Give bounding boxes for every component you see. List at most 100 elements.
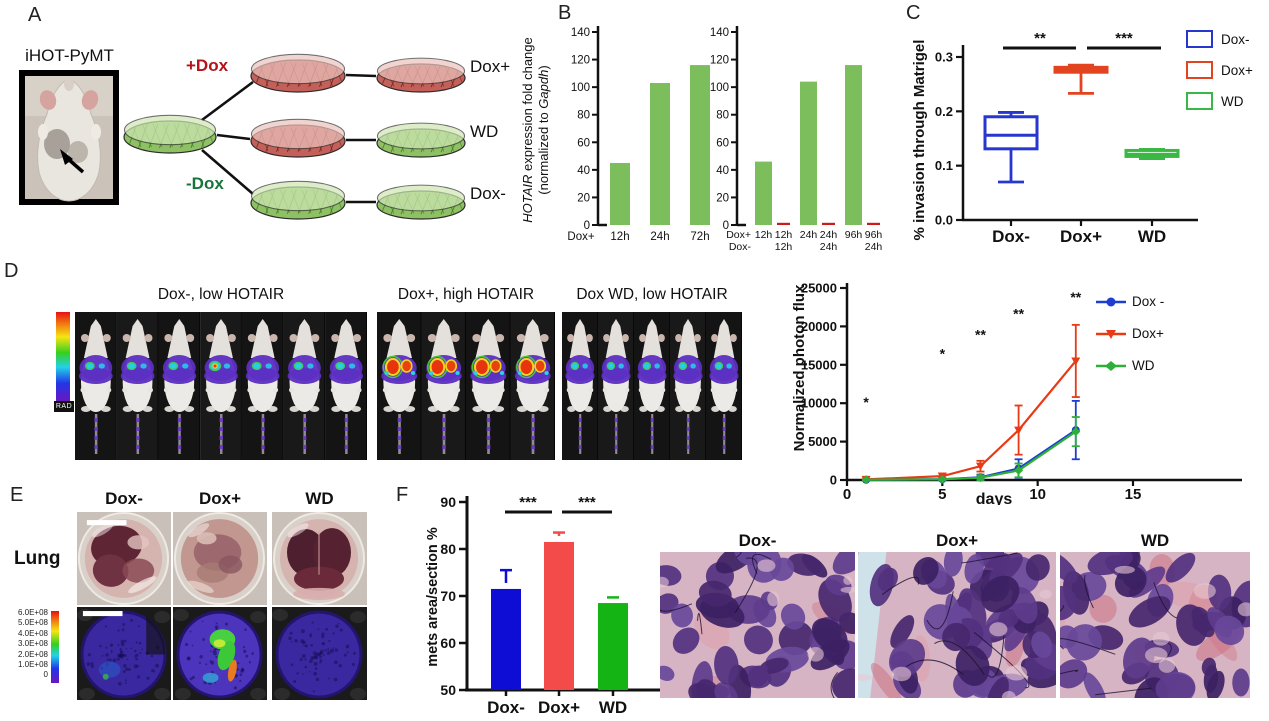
legend-item: Dox- [1186,30,1253,48]
histology-dox-plus [858,552,1056,698]
svg-text:***: *** [1115,30,1133,47]
hist-col-wd: WD [1140,531,1170,550]
panel-f-label: F [396,484,409,506]
svg-text:10000: 10000 [801,396,837,411]
svg-text:60: 60 [577,137,590,149]
mice-group2-title: Dox+, high HOTAIR [397,286,535,303]
plus-dox-label: +Dox [186,56,229,75]
svg-text:10: 10 [1029,486,1046,503]
svg-text:days: days [976,491,1013,505]
legend-label: Dox- [1221,31,1250,47]
luminescence-scale-values: 6.0E+08 5.0E+08 4.0E+08 3.0E+08 2.0E+08 1.0E+… [2,608,48,681]
svg-text:Dox-: Dox- [729,241,752,253]
legend-label: Dox+ [1221,62,1253,78]
panel-e-label: E [10,484,24,506]
svg-text:96h: 96h [865,229,883,241]
radiance-colorbar-label: RAD [54,401,74,412]
legend-label: WD [1221,93,1244,109]
legend-marker [1096,360,1126,371]
legend-item: Dox - [1096,294,1164,309]
histology-wd [1060,552,1250,698]
svg-text:25000: 25000 [801,281,837,296]
scale-value: 1.0E+08 [17,660,48,670]
svg-text:12h: 12h [775,229,793,241]
scale-value: 4.0E+08 [17,628,48,638]
dish-diagram [123,53,466,220]
svg-text:*: * [940,346,946,362]
svg-text:60: 60 [440,635,456,651]
svg-text:72h: 72h [690,231,709,243]
svg-text:Dox+: Dox+ [538,698,580,717]
legend-swatch [1186,61,1213,79]
svg-text:***: *** [519,494,537,511]
svg-text:60: 60 [716,137,729,149]
svg-text:WD: WD [599,698,627,717]
svg-text:0.1: 0.1 [935,158,953,173]
svg-text:Dox+: Dox+ [567,231,594,243]
lung-photo-dox-minus [77,512,171,605]
svg-text:40: 40 [577,165,590,177]
lung-luminescence-wd [272,607,367,700]
panel-b-label: B [558,2,572,24]
panel-d-label: D [4,260,19,282]
svg-text:**: ** [1013,306,1024,322]
svg-text:24h: 24h [820,241,838,253]
svg-text:0: 0 [843,486,851,503]
svg-text:5: 5 [938,486,946,503]
svg-text:40: 40 [716,165,729,177]
lung-col-dox-minus: Dox- [105,489,143,508]
svg-text:12h: 12h [755,229,773,241]
svg-text:0: 0 [830,473,837,488]
svg-text:*: * [863,394,869,410]
svg-text:5000: 5000 [808,434,837,449]
svg-text:96h: 96h [845,229,863,241]
svg-text:12h: 12h [610,231,629,243]
legend-item: Dox+ [1096,326,1164,341]
legend-swatch [1186,92,1213,110]
luminescence-scale-bar [51,611,59,683]
svg-text:20: 20 [716,192,729,204]
svg-text:15000: 15000 [801,357,837,372]
legend-swatch [1186,30,1213,48]
svg-text:140: 140 [571,27,590,39]
svg-text:120: 120 [710,55,729,67]
svg-text:20: 20 [577,192,590,204]
svg-text:0.3: 0.3 [935,50,953,65]
svg-text:80: 80 [577,110,590,122]
lung-photo-wd [272,512,367,605]
bioluminescence-mice-dox-minus [75,312,367,460]
svg-text:15: 15 [1125,486,1142,503]
svg-text:**: ** [975,326,986,342]
box-plot-legend: Dox- Dox+ WD [1186,30,1253,123]
hotair-expression-bar-charts: 0 20 40 60 80 100 120 140 0 20 40 60 80 100 120 140 Dox+… [567,26,883,253]
svg-text:80: 80 [440,541,456,557]
bioluminescence-mice-dox-plus [377,312,555,460]
line-chart-legend: Dox - Dox+ WD [1096,294,1164,390]
lung-col-dox-plus: Dox+ [198,489,242,508]
scale-value: 5.0E+08 [17,618,48,628]
scale-value: 3.0E+08 [17,639,48,649]
mice-group3-title: Dox WD, low HOTAIR [576,286,728,303]
svg-text:0: 0 [723,220,729,232]
legend-item: Dox+ [1186,61,1253,79]
lung-photo-dox-plus [173,512,267,605]
svg-text:***: *** [578,494,596,511]
mouse-photo-caption: iHOT-PyMT [25,46,114,65]
scale-value: 0 [43,670,48,680]
svg-text:0.0: 0.0 [935,213,953,228]
svg-text:24h: 24h [650,231,669,243]
svg-text:24h: 24h [800,229,818,241]
svg-text:24h: 24h [820,229,838,241]
minus-dox-label: -Dox [186,174,224,193]
scale-value: 2.0E+08 [17,649,48,659]
mouse-photo [19,70,119,205]
panel-c-label: C [906,2,921,24]
svg-text:140: 140 [710,27,729,39]
branch-label-wd: WD [470,122,499,141]
svg-text:100: 100 [710,82,729,94]
legend-label: Dox - [1132,294,1165,309]
bioluminescence-mice-wd [562,312,742,460]
mets-area-bar-chart: 50 60 70 80 90 Dox- Dox+ WD *** *** [440,494,660,717]
